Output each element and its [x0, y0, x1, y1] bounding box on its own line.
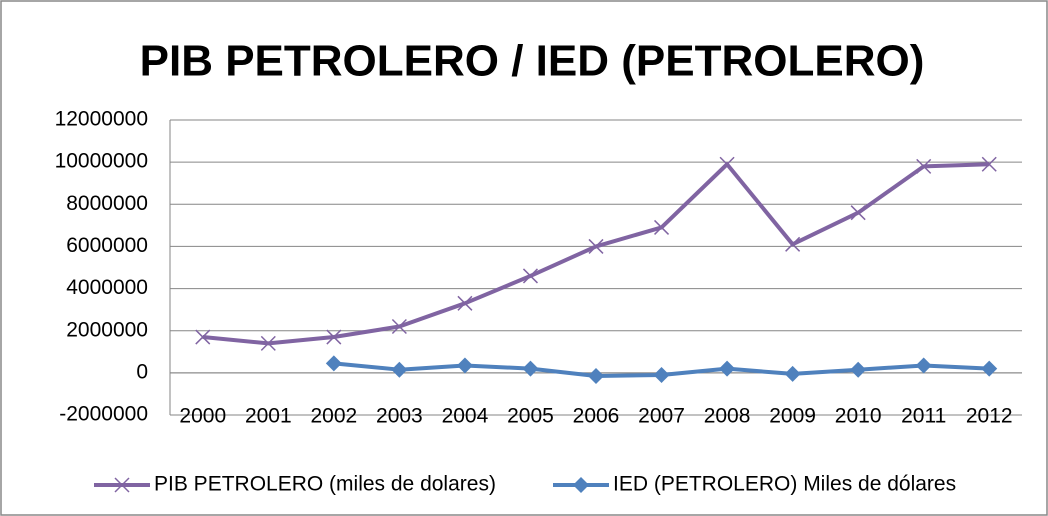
chart-title: PIB PETROLERO / IED (PETROLERO) [140, 37, 925, 86]
point-marker [850, 361, 867, 378]
point-marker [457, 295, 473, 311]
point-marker [391, 361, 408, 378]
point-marker [981, 360, 998, 377]
point-marker [785, 236, 801, 252]
x-tick-label: 2011 [901, 405, 946, 428]
y-tick-label: -2000000 [59, 403, 148, 426]
point-marker [719, 360, 736, 377]
point-marker [588, 368, 604, 385]
x-tick-label: 2012 [966, 405, 1013, 428]
point-marker [326, 329, 342, 345]
x-tick-label: 2009 [769, 405, 816, 428]
x-tick-label: 2008 [704, 405, 751, 428]
point-marker [260, 335, 276, 351]
x-tick-label: 2005 [507, 405, 554, 428]
point-marker [573, 477, 589, 493]
y-tick-label: 10000000 [55, 150, 148, 173]
point-marker [522, 268, 538, 284]
x-tick-label: 2006 [573, 405, 620, 428]
point-marker [850, 205, 866, 221]
legend-label: IED (PETROLERO) Miles de dólares [613, 473, 956, 496]
point-marker [654, 219, 670, 235]
y-tick-label: 12000000 [55, 108, 148, 131]
x-tick-label: 2001 [245, 405, 292, 428]
point-marker [588, 238, 604, 254]
legend-label: PIB PETROLERO (miles de dolares) [154, 473, 496, 496]
point-marker [719, 156, 735, 172]
point-marker [784, 365, 801, 382]
point-marker [195, 329, 211, 345]
point-marker [653, 366, 670, 383]
x-tick-label: 2002 [310, 405, 357, 428]
x-tick-label: 2010 [835, 405, 882, 428]
point-marker [915, 357, 932, 374]
y-tick-label: 6000000 [66, 234, 148, 257]
point-marker [522, 360, 539, 377]
x-tick-label: 2004 [442, 405, 489, 428]
point-marker [456, 357, 473, 374]
x-tick-label: 2000 [179, 405, 226, 428]
y-tick-label: 2000000 [66, 318, 148, 341]
x-tick-label: 2003 [376, 405, 423, 428]
x-tick-label: 2007 [638, 405, 685, 428]
y-tick-label: 0 [136, 360, 148, 383]
y-tick-label: 8000000 [66, 192, 148, 215]
point-marker [114, 477, 130, 493]
point-marker [981, 156, 997, 172]
point-marker [916, 158, 932, 174]
point-marker [391, 318, 407, 335]
point-marker [325, 355, 342, 372]
y-tick-label: 4000000 [66, 276, 148, 299]
